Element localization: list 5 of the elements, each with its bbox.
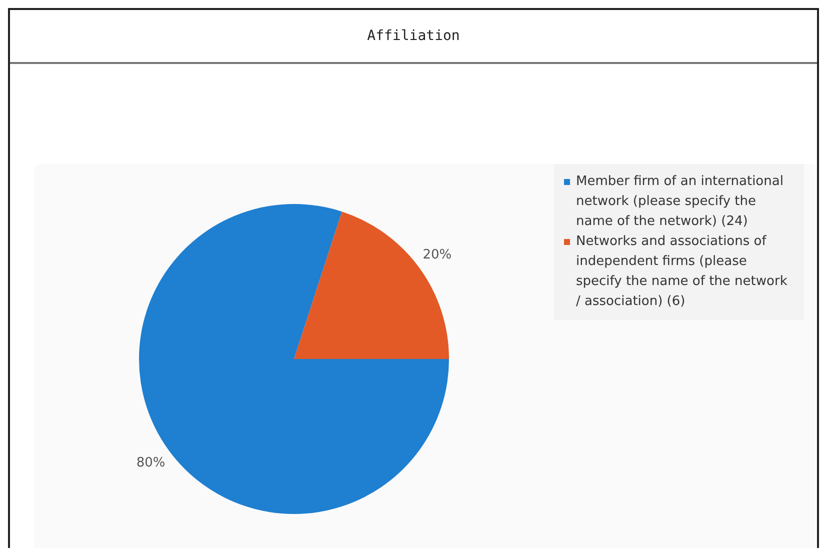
data-label: 80% xyxy=(136,455,166,470)
legend-label: Networks and associations of independent firms (please specify the name of the network / association) (6) xyxy=(576,233,788,311)
legend-label: Member firm of an international network (please specify the name of the network) (24) xyxy=(576,173,784,231)
chart-title: Affiliation xyxy=(10,10,817,64)
data-label: 20% xyxy=(422,247,452,262)
